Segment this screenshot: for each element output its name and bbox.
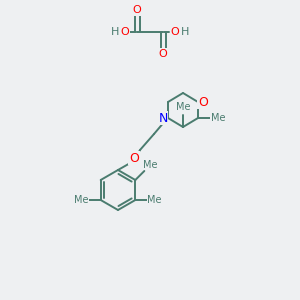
Text: Me: Me [147, 195, 162, 205]
Text: Me: Me [143, 160, 158, 170]
Text: O: O [198, 95, 208, 109]
Text: H: H [181, 27, 189, 37]
Text: O: O [121, 27, 129, 37]
Text: N: N [158, 112, 168, 124]
Text: H: H [111, 27, 119, 37]
Text: O: O [159, 49, 167, 59]
Text: O: O [129, 152, 139, 164]
Text: Me: Me [211, 113, 225, 123]
Text: Me: Me [176, 102, 190, 112]
Text: O: O [133, 5, 141, 15]
Text: O: O [171, 27, 179, 37]
Text: Me: Me [74, 195, 89, 205]
